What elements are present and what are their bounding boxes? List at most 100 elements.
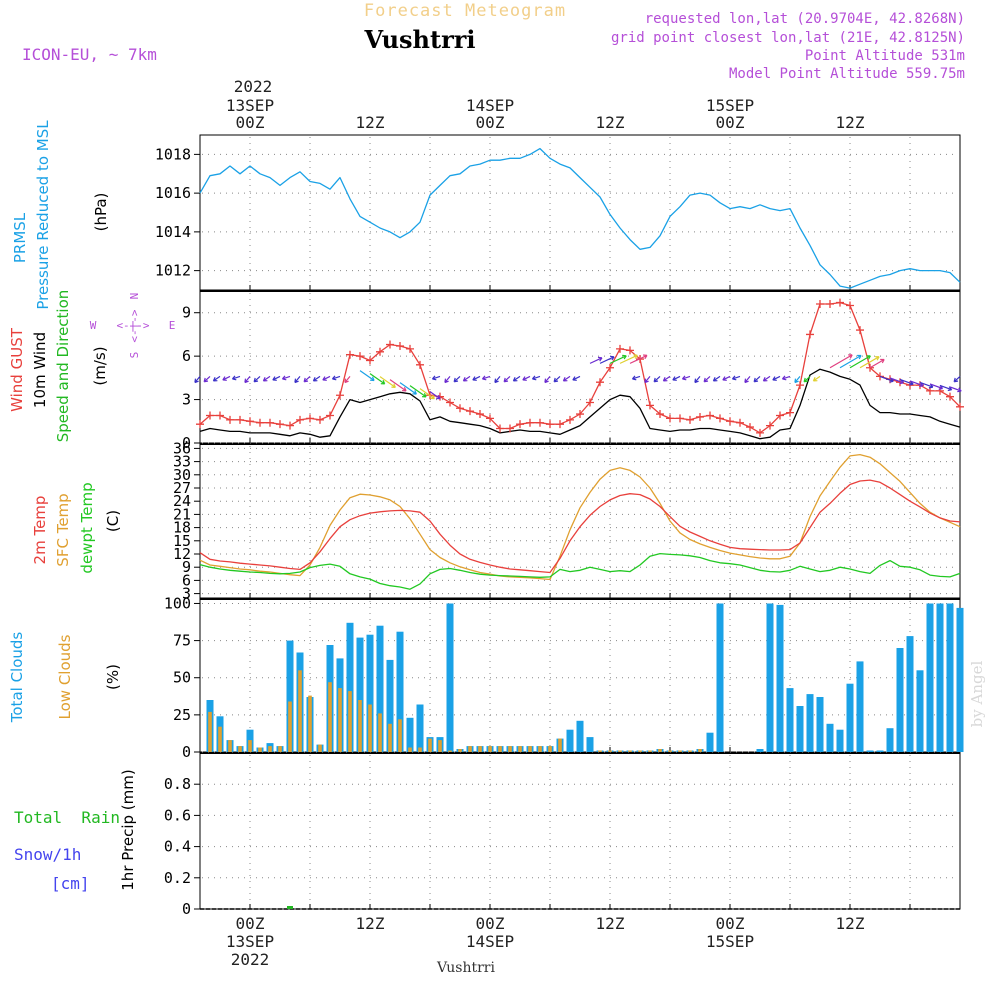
temp-label-sfc: SFC Temp: [54, 493, 72, 566]
compass-vertical-arrow: <-|->: [128, 309, 141, 342]
gust-marker: [246, 417, 254, 426]
wind-direction-arrow: [762, 375, 771, 382]
total-cloud-bar: [856, 661, 864, 752]
y-tick-label: 100: [164, 594, 191, 612]
wind-direction-arrow: [939, 384, 953, 392]
y-tick-label: 1012: [155, 262, 191, 280]
info-line-4: Model Point Altitude 559.75m: [729, 66, 965, 82]
total-cloud-bar: [366, 634, 374, 752]
wind-direction-arrow: [879, 375, 894, 383]
y-tick-label: 15: [173, 532, 191, 550]
gust-marker: [366, 356, 374, 365]
total-cloud-bar: [586, 737, 594, 752]
y-tick-label: 12: [173, 545, 191, 563]
gust-marker: [946, 392, 954, 401]
total-cloud-bar: [766, 603, 774, 752]
wind-direction-arrow: [644, 376, 651, 384]
gust-marker: [856, 326, 864, 335]
gust-marker: [536, 418, 544, 427]
total-cloud-bar: [566, 729, 574, 752]
gust-marker: [586, 398, 594, 407]
low-cloud-bar: [308, 695, 312, 752]
compass-west: W: [90, 319, 97, 332]
wind-direction-arrow: [869, 358, 885, 369]
wind-direction-arrow: [331, 375, 341, 381]
low-cloud-bar: [208, 711, 212, 752]
low-cloud-bar: [668, 750, 672, 752]
gust-marker: [396, 342, 404, 351]
low-cloud-bar: [618, 750, 622, 752]
gust-marker: [206, 411, 214, 420]
gust-marker: [706, 411, 714, 420]
panel-pressure-frame: [199, 134, 961, 291]
gust-marker: [416, 360, 424, 369]
watermark: by Angel: [968, 660, 986, 727]
wind-direction-arrow: [599, 355, 615, 364]
gust-marker: [746, 423, 754, 432]
total-cloud-bar: [906, 636, 914, 752]
bottom-time-label: 00Z: [716, 914, 745, 933]
panel-precip-frame: [199, 752, 961, 910]
wind-direction-arrow: [294, 376, 301, 384]
wind-direction-arrow: [512, 375, 521, 382]
compass-rose: N S W E <-|-> <-|->: [90, 293, 176, 359]
wind-direction-arrow: [444, 376, 451, 384]
y-tick-label: 0.8: [164, 775, 191, 793]
gust-marker: [286, 421, 294, 430]
low-cloud-bar: [388, 723, 392, 752]
low-cloud-bar: [358, 700, 362, 752]
clouds-label-total: Total Clouds: [8, 632, 26, 724]
wind-direction-arrow: [429, 391, 441, 400]
gust-marker: [616, 344, 624, 353]
gust-marker: [346, 350, 354, 359]
gust-marker: [406, 344, 414, 353]
compass-horizontal-arrow: <-|->: [116, 319, 149, 332]
wind-direction-arrow: [203, 375, 211, 383]
low-cloud-bar: [278, 746, 282, 752]
gust-marker: [736, 418, 744, 427]
gust-marker: [956, 402, 964, 411]
wind-direction-arrow: [272, 375, 281, 381]
bottom-time-label: 14SEP: [466, 932, 514, 951]
gust-marker: [806, 330, 814, 339]
gust-marker: [456, 404, 464, 413]
y-tick-label: 3: [182, 585, 191, 603]
wind-direction-arrow: [703, 375, 711, 383]
temp2m-line: [199, 479, 961, 574]
wind-direction-arrow: [253, 375, 261, 383]
wind-direction-arrow: [629, 354, 648, 364]
info-line-3: Point Altitude 531m: [805, 48, 965, 64]
low-cloud-bar: [368, 704, 372, 752]
wind-direction-arrow: [359, 370, 375, 382]
low-cloud-bar: [428, 738, 432, 752]
low-cloud-bar: [258, 747, 262, 752]
low-cloud-bar: [638, 750, 642, 752]
top-time-label: 12Z: [356, 113, 385, 132]
total-cloud-bar: [396, 631, 404, 752]
low-cloud-bar: [338, 688, 342, 752]
total-cloud-bar: [286, 640, 294, 752]
gust-marker: [546, 420, 554, 429]
gust-marker: [686, 415, 694, 424]
top-time-label: 14SEP: [466, 96, 514, 115]
precip-bar: [287, 906, 293, 909]
wind-unit: (m/s): [91, 346, 109, 385]
gust-marker: [766, 421, 774, 430]
total-cloud-bar: [926, 603, 934, 752]
gust-marker: [566, 415, 574, 424]
wind-direction-arrow: [453, 375, 461, 383]
gust-marker: [376, 347, 384, 356]
precip-legend-snow: Snow/1h: [14, 845, 81, 864]
gust-marker: [816, 300, 824, 309]
gust-marker: [496, 424, 504, 433]
low-cloud-bar: [478, 746, 482, 752]
gust-marker: [646, 401, 654, 410]
wind-direction-arrow: [344, 376, 351, 384]
low-cloud-bar: [408, 747, 412, 752]
y-tick-label: 33: [173, 453, 191, 471]
bottom-time-label: 12Z: [596, 914, 625, 933]
low-cloud-bar: [598, 750, 602, 752]
gust-marker: [696, 412, 704, 421]
top-time-label: 00Z: [236, 113, 265, 132]
total-cloud-bar: [866, 750, 874, 752]
